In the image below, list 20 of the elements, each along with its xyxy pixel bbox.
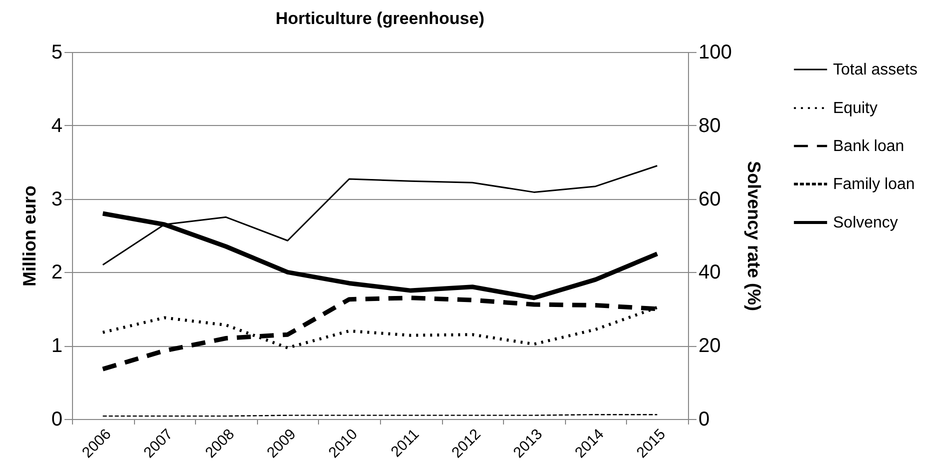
y-tick-label: 0 [51, 408, 62, 430]
y-tick-label: 5 [51, 42, 62, 64]
legend-label: Solvency [833, 214, 898, 232]
legend-label: Family loan [833, 176, 915, 193]
legend-label: Equity [833, 100, 878, 117]
y2-tick-label: 100 [698, 42, 732, 64]
y-tick-label: 2 [51, 262, 62, 284]
y-axis-title: Million euro [19, 186, 40, 286]
y-tick-label: 4 [51, 114, 62, 137]
y2-tick-label: 20 [698, 335, 721, 358]
legend-label: Bank loan [833, 138, 904, 155]
y2-axis-title: Solvency rate (%) [744, 160, 764, 312]
legend-label: Total assets [833, 62, 918, 78]
y2-tick-label: 40 [698, 262, 721, 284]
chart-title: Horticulture (greenhouse) [276, 9, 484, 28]
y2-tick-label: 0 [698, 408, 710, 430]
y2-tick-label: 60 [698, 188, 721, 210]
y-tick-label: 3 [51, 188, 62, 210]
y-tick-label: 1 [51, 335, 62, 358]
y2-tick-label: 80 [698, 114, 721, 137]
